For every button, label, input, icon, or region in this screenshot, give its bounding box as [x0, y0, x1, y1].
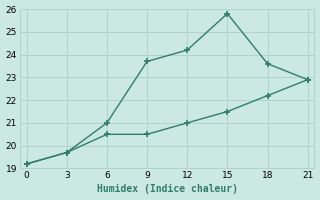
X-axis label: Humidex (Indice chaleur): Humidex (Indice chaleur) — [97, 184, 238, 194]
